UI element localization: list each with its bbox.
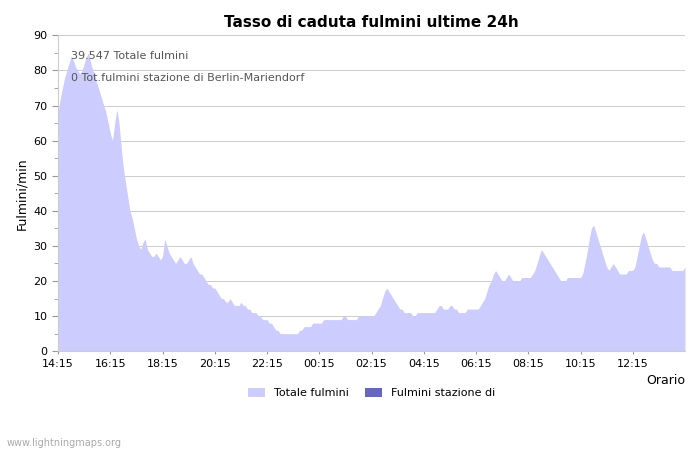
Legend: Totale fulmini, Fulmini stazione di: Totale fulmini, Fulmini stazione di xyxy=(244,383,499,402)
X-axis label: Orario: Orario xyxy=(646,374,685,387)
Text: 39.547 Totale fulmini: 39.547 Totale fulmini xyxy=(71,51,188,61)
Text: 0 Tot.fulmini stazione di Berlin-Mariendorf: 0 Tot.fulmini stazione di Berlin-Mariend… xyxy=(71,73,304,83)
Text: www.lightningmaps.org: www.lightningmaps.org xyxy=(7,438,122,448)
Title: Tasso di caduta fulmini ultime 24h: Tasso di caduta fulmini ultime 24h xyxy=(224,15,519,30)
Y-axis label: Fulmini/min: Fulmini/min xyxy=(15,157,28,230)
